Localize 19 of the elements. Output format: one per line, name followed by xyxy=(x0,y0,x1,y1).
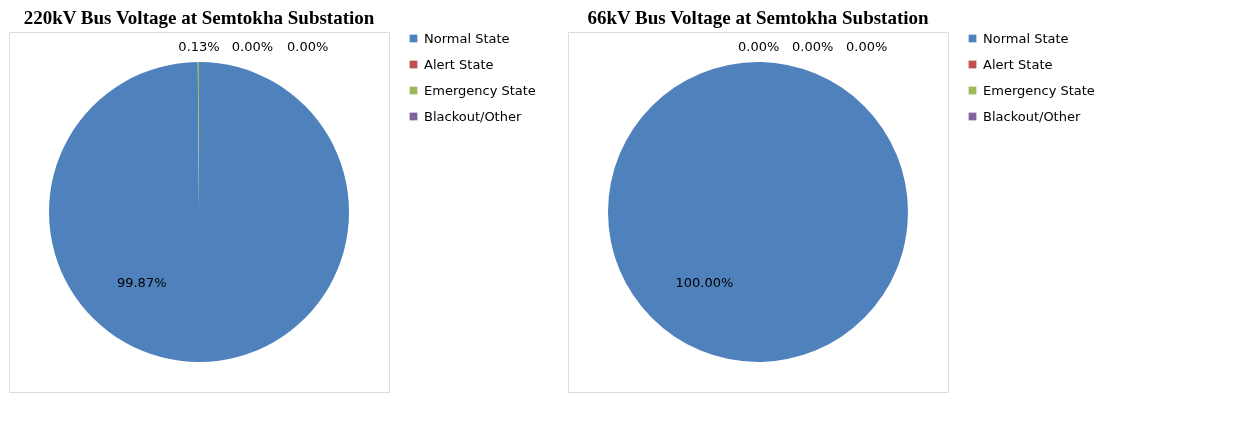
legend-label: Blackout/Other xyxy=(424,108,522,124)
data-label: 0.13% xyxy=(178,39,220,54)
legend-label: Alert State xyxy=(983,56,1053,72)
pie-slice xyxy=(49,62,349,362)
chart-title: 220kV Bus Voltage at Semtokha Substation xyxy=(23,7,375,28)
text: 0.00% xyxy=(792,39,834,54)
text: 0.00% xyxy=(738,39,780,54)
legend-label: Alert State xyxy=(424,56,494,72)
data-label: 100.00% xyxy=(675,275,734,290)
legend-label: Emergency State xyxy=(983,82,1095,98)
legend-label: Emergency State xyxy=(424,82,536,98)
text: 0.00% xyxy=(231,39,274,55)
text: 0.00% xyxy=(287,39,329,54)
chart-title: 66kV Bus Voltage at Semtokha Substation xyxy=(587,7,930,28)
legend-label: Normal State xyxy=(424,30,510,46)
text: 0.00% xyxy=(846,39,888,54)
data-label: 99.87% xyxy=(116,275,167,290)
legend-label: Normal State xyxy=(983,30,1069,46)
legend-label: Blackout/Other xyxy=(983,108,1081,124)
